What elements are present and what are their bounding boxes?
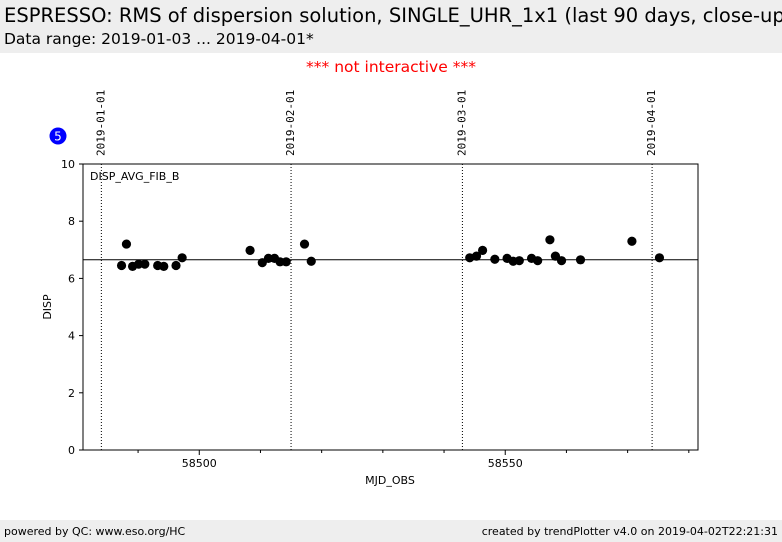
- date-marker-layer: 2019-01-01 2019-02-01 2019-03-01 2019-04-01: [94, 90, 658, 450]
- data-point: [171, 260, 181, 271]
- data-point: [306, 256, 316, 266]
- data-point: [545, 235, 555, 245]
- data-point: [177, 253, 187, 263]
- y-tick-label: 4: [68, 330, 75, 343]
- count-badge-icon: [49, 127, 67, 145]
- data-point: [556, 256, 567, 266]
- data-range-subtitle: Data range: 2019-01-03 ... 2019-04-01*: [4, 30, 314, 48]
- data-point: [514, 256, 524, 266]
- axis-layer: 0 2 4 6 8 10 58500 58550: [61, 158, 690, 470]
- data-point: [533, 256, 543, 266]
- data-point: [116, 260, 127, 271]
- data-point: [245, 245, 255, 255]
- y-tick-label: 0: [68, 444, 75, 457]
- date-marker-label: 2019-04-01: [645, 90, 658, 156]
- not-interactive-notice: *** not interactive ***: [306, 58, 476, 76]
- date-marker-label: 2019-01-01: [94, 90, 107, 156]
- data-point: [140, 259, 150, 269]
- data-point: [471, 251, 482, 261]
- point-layer: [116, 235, 665, 271]
- panel-label: DISP_AVG_FIB_B: [90, 170, 179, 183]
- y-tick-label: 8: [68, 215, 75, 228]
- data-point: [490, 254, 500, 264]
- count-badge: 5: [54, 130, 62, 144]
- footer-created-by: created by trendPlotter v4.0 on 2019-04-…: [481, 525, 778, 538]
- data-point: [159, 261, 169, 271]
- date-marker-label: 2019-03-01: [455, 90, 468, 156]
- plot-frame: [82, 163, 699, 451]
- data-point: [281, 257, 291, 267]
- y-tick-label: 2: [68, 387, 75, 400]
- y-tick-label: 6: [68, 272, 75, 285]
- data-point: [121, 239, 132, 249]
- footer-band: powered by QC: www.eso.org/HC created by…: [0, 520, 782, 542]
- x-tick-label: 58550: [488, 457, 523, 470]
- data-point: [575, 255, 586, 265]
- footer-powered-by: powered by QC: www.eso.org/HC: [4, 525, 186, 538]
- x-axis-label: MJD_OBS: [365, 474, 415, 487]
- y-tick-label: 10: [61, 158, 75, 171]
- date-marker-label: 2019-02-01: [284, 90, 297, 156]
- x-tick-label: 58500: [182, 457, 217, 470]
- y-axis-label: DISP: [41, 294, 54, 320]
- data-point: [477, 245, 488, 255]
- data-point: [627, 236, 637, 246]
- data-point: [299, 239, 310, 249]
- page-title: ESPRESSO: RMS of dispersion solution, SI…: [4, 4, 782, 27]
- data-point: [654, 253, 665, 263]
- header-band: ESPRESSO: RMS of dispersion solution, SI…: [0, 0, 782, 53]
